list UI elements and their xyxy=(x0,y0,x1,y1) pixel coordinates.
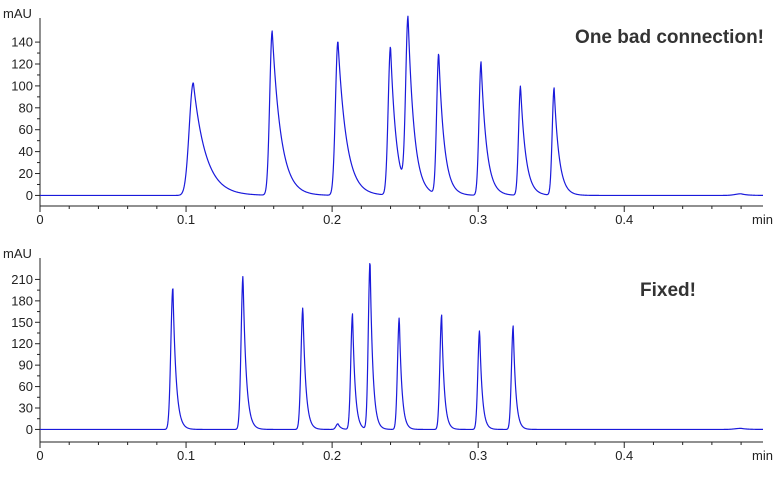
y-tick-label: 20 xyxy=(19,166,33,181)
x-tick-label: 0.4 xyxy=(615,448,633,463)
x-tick-label: 0.3 xyxy=(469,448,487,463)
x-tick-label: 0 xyxy=(36,448,43,463)
y-tick-label: 90 xyxy=(19,358,33,373)
annotation-text: One bad connection! xyxy=(575,27,764,48)
y-tick-label: 100 xyxy=(11,78,33,93)
y-tick-label: 180 xyxy=(11,293,33,308)
chromatogram-panel-fixed: mAU 0 30 60 90 120 150 180 210 0 0.1 0.2 0.3 0.4 min Fi… xyxy=(3,246,773,463)
chromatogram-trace xyxy=(39,263,764,431)
x-tick-label: 0.1 xyxy=(177,212,195,227)
y-tick-label: 80 xyxy=(19,100,33,115)
y-tick-label: 0 xyxy=(26,188,33,203)
y-axis-unit-label: mAU xyxy=(3,246,32,261)
y-tick-label: 40 xyxy=(19,144,33,159)
annotation-text: Fixed! xyxy=(640,280,696,301)
x-tick-label: 0.3 xyxy=(469,212,487,227)
y-tick-label: 120 xyxy=(11,57,33,72)
y-tick-label: 60 xyxy=(19,122,33,137)
chromatogram-panel-bad-connection: mAU 0 20 40 60 80 100 120 140 0 0.1 0.2 0.3 0.4 min One… xyxy=(3,6,773,227)
x-tick-label: 0 xyxy=(36,212,43,227)
y-axis-unit-label: mAU xyxy=(3,6,32,21)
x-axis-unit-label: min xyxy=(752,448,773,463)
x-tick-label: 0.4 xyxy=(615,212,633,227)
x-tick-label: 0.2 xyxy=(323,448,341,463)
y-tick-label: 60 xyxy=(19,379,33,394)
y-tick-label: 150 xyxy=(11,315,33,330)
x-tick-label: 0.1 xyxy=(177,448,195,463)
x-axis-unit-label: min xyxy=(752,212,773,227)
y-tick-label: 30 xyxy=(19,401,33,416)
y-tick-label: 120 xyxy=(11,336,33,351)
x-tick-label: 0.2 xyxy=(323,212,341,227)
y-tick-label: 210 xyxy=(11,272,33,287)
chromatogram-trace xyxy=(39,15,764,197)
y-tick-label: 0 xyxy=(26,422,33,437)
y-tick-label: 140 xyxy=(11,35,33,50)
